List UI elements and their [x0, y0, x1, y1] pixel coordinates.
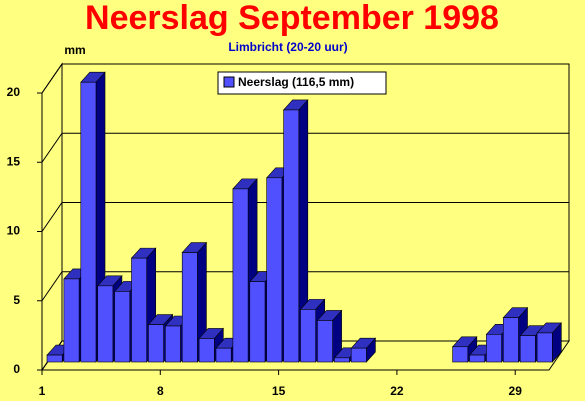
bar	[350, 347, 367, 363]
grid-line	[41, 271, 569, 302]
bar	[131, 257, 148, 363]
bar	[452, 346, 469, 363]
x-tick-label: 22	[390, 384, 404, 398]
grid-line	[41, 202, 569, 232]
y-tick-label: 20	[7, 85, 21, 99]
legend-label: Neerslag (116,5 mm)	[238, 75, 354, 89]
legend-box	[217, 71, 387, 95]
bar	[519, 335, 536, 363]
y-tick-label: 15	[7, 154, 21, 168]
bar	[249, 281, 266, 363]
x-tick-label: 8	[157, 384, 164, 398]
bar	[198, 338, 215, 363]
bar	[63, 278, 80, 363]
bar	[232, 188, 249, 363]
y-axis-label: mm	[64, 43, 85, 57]
grid-line	[41, 132, 569, 163]
bar	[165, 325, 181, 363]
y-tick-label: 0	[13, 362, 20, 376]
bar	[80, 81, 97, 363]
bar	[148, 324, 164, 363]
y-tick-label: 5	[13, 293, 20, 307]
chart-subtitle: Limbricht (20-20 uur)	[228, 40, 347, 54]
y-tick-label: 10	[7, 224, 21, 238]
bar	[266, 177, 283, 363]
grid-line	[41, 63, 569, 94]
chart-title: Neerslag September 1998	[85, 0, 499, 37]
bar	[333, 357, 350, 363]
bar	[469, 354, 486, 363]
legend-swatch	[223, 76, 235, 88]
bar	[502, 317, 519, 363]
bar	[300, 309, 317, 363]
bar	[317, 320, 333, 363]
x-tick-label: 1	[39, 384, 46, 398]
x-tick-label: 29	[509, 384, 523, 398]
x-tick-label: 15	[272, 384, 286, 398]
bar	[536, 332, 553, 363]
bar	[181, 252, 198, 363]
bar	[283, 109, 300, 363]
bar	[486, 333, 502, 363]
bar	[97, 285, 114, 363]
bar	[215, 347, 232, 363]
bar	[46, 354, 63, 363]
bar	[114, 291, 131, 363]
